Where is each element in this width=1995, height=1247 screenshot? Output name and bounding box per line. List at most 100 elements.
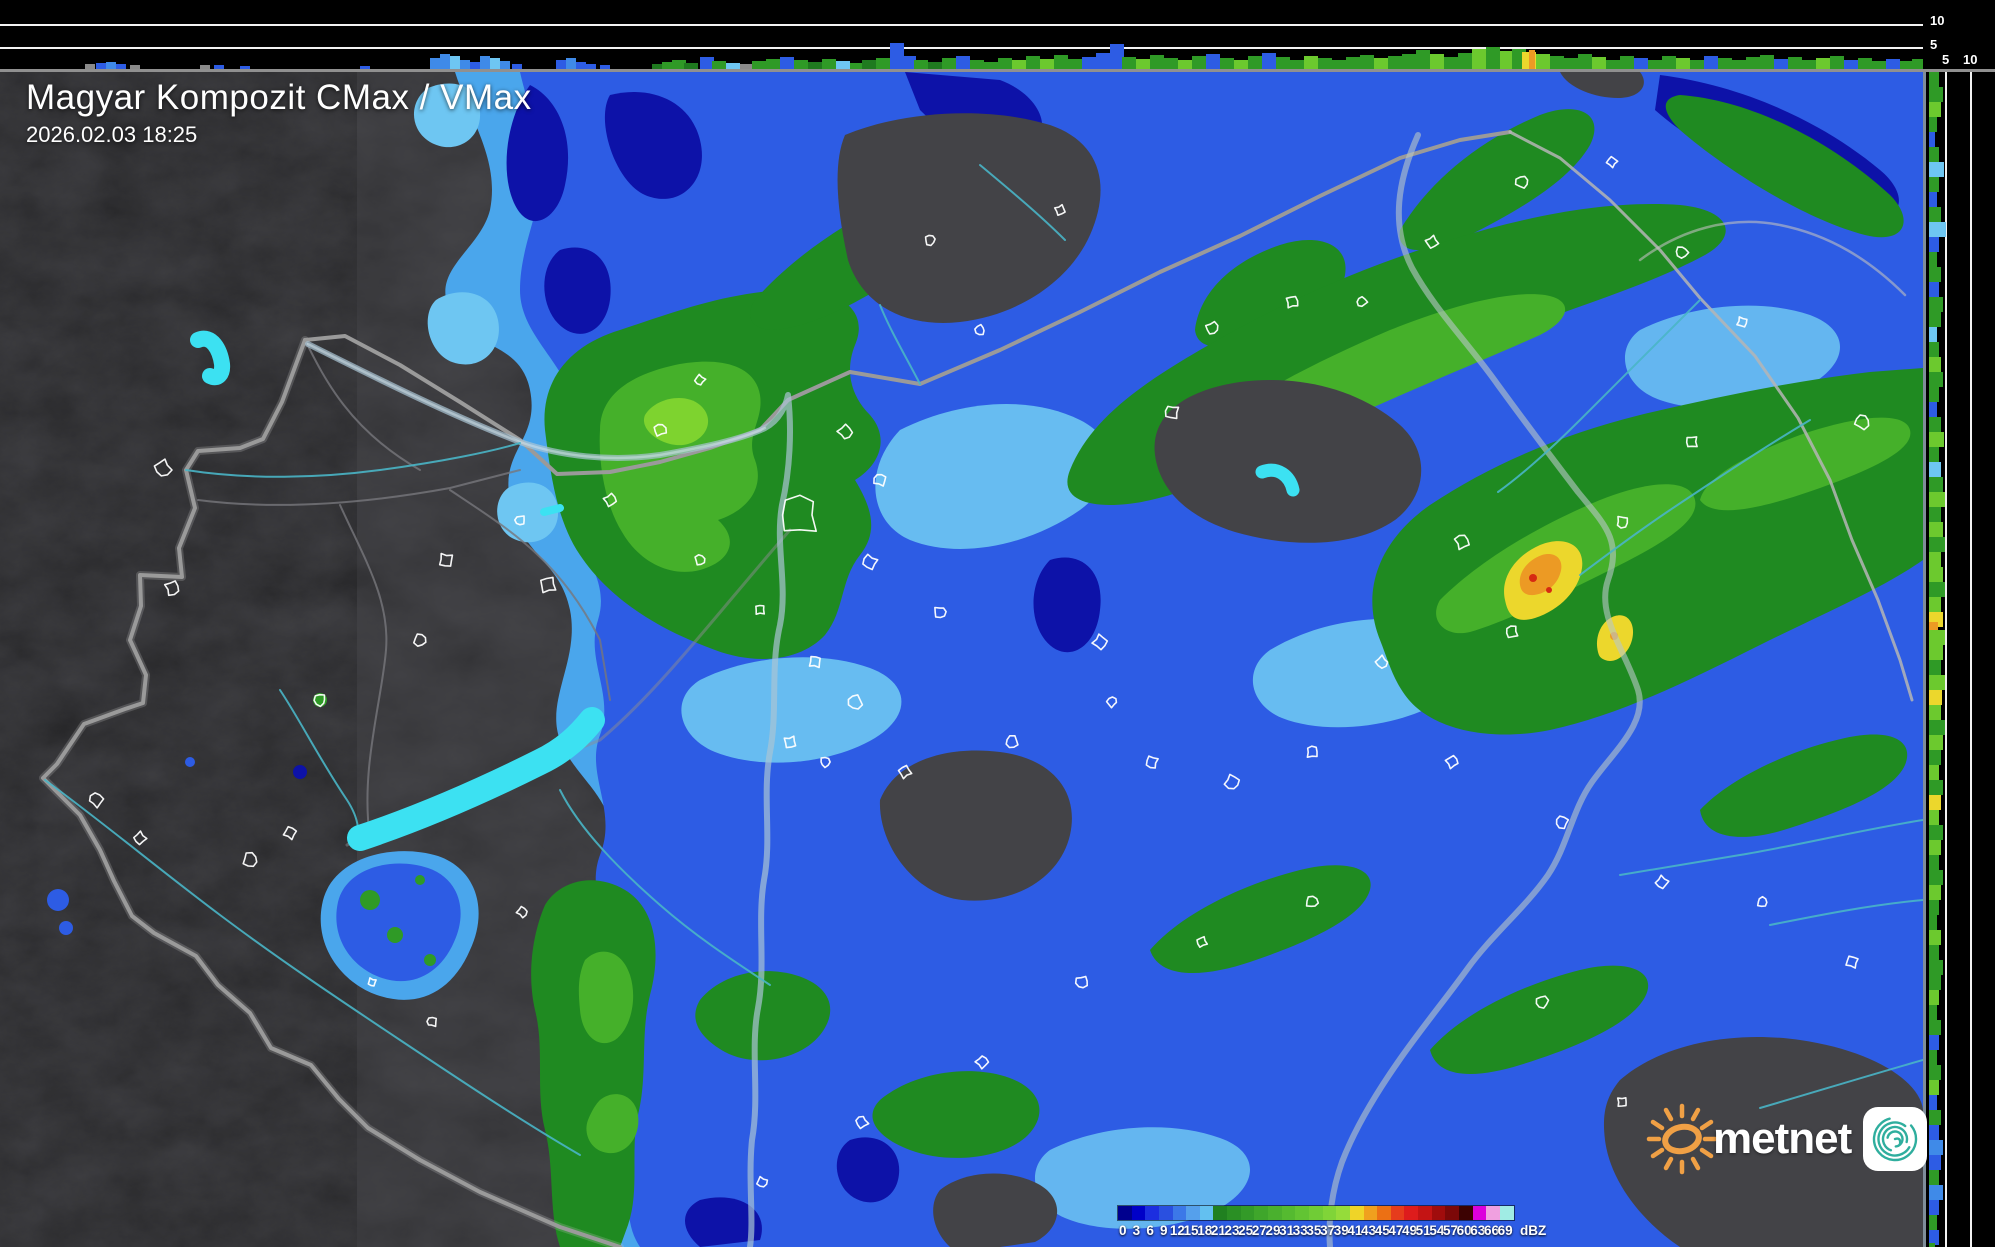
profile-bar bbox=[1732, 60, 1746, 69]
profile-bar bbox=[1929, 915, 1937, 930]
profile-bar bbox=[1458, 53, 1472, 69]
profile-bar bbox=[700, 57, 714, 69]
spiral-app-icon bbox=[1863, 1107, 1928, 1171]
profile-bar bbox=[1082, 57, 1096, 69]
profile-bar bbox=[1122, 57, 1136, 69]
profile-bar bbox=[85, 64, 95, 69]
city-outline bbox=[862, 553, 879, 571]
profile-bar bbox=[1929, 1080, 1939, 1095]
colorbar-segment bbox=[1322, 1206, 1337, 1220]
city-outline bbox=[1853, 414, 1870, 431]
colorbar-tick: 43 bbox=[1361, 1223, 1377, 1238]
city-outline bbox=[413, 633, 427, 647]
profile-bar bbox=[480, 56, 490, 69]
lake-tisza bbox=[1255, 463, 1300, 497]
gridline-5km bbox=[0, 47, 1923, 49]
profile-bar bbox=[1929, 945, 1939, 960]
profile-bar bbox=[1929, 1020, 1941, 1035]
colorbar-tick: 35 bbox=[1306, 1223, 1322, 1238]
colorbar-tick: 6 bbox=[1146, 1223, 1154, 1238]
profile-bar bbox=[1929, 795, 1941, 810]
profile-bar bbox=[1648, 60, 1662, 69]
profile-bar bbox=[586, 64, 596, 69]
colorbar-tick: 9 bbox=[1159, 1223, 1168, 1238]
profile-bar bbox=[1929, 282, 1939, 297]
profile-bar bbox=[566, 58, 576, 69]
colorbar-tick: 66 bbox=[1483, 1223, 1499, 1238]
colorbar-tick: 27 bbox=[1251, 1223, 1267, 1238]
lakes bbox=[190, 330, 1300, 851]
lake-balaton bbox=[347, 707, 605, 851]
colorbar-segment bbox=[1377, 1206, 1391, 1220]
right-profile-bars bbox=[1929, 72, 1946, 1247]
top-profile-bars bbox=[85, 43, 1926, 69]
profile-bar bbox=[1929, 1035, 1939, 1050]
colorbar-tick: 33 bbox=[1292, 1223, 1308, 1238]
colorbar-segment bbox=[1459, 1206, 1473, 1220]
colorbar-segment bbox=[1118, 1206, 1132, 1220]
profile-bar bbox=[1262, 53, 1276, 69]
profile-bar bbox=[1620, 56, 1634, 69]
profile-bar bbox=[1690, 60, 1704, 69]
profile-bar bbox=[1929, 630, 1945, 645]
profile-bar bbox=[1929, 492, 1945, 507]
profile-bar bbox=[1844, 60, 1858, 69]
colorbar-tick: 60 bbox=[1456, 1223, 1472, 1238]
profile-bar bbox=[1290, 60, 1304, 69]
colorbar-tick: 18 bbox=[1197, 1223, 1213, 1238]
profile-bar bbox=[1564, 58, 1578, 69]
profile-bar bbox=[1929, 705, 1941, 720]
profile-bar bbox=[1929, 1005, 1937, 1020]
profile-bar bbox=[1746, 57, 1760, 69]
profile-bar bbox=[1929, 402, 1937, 417]
profile-bar bbox=[1096, 53, 1110, 69]
colorbar-segment bbox=[1499, 1206, 1514, 1220]
city-outline bbox=[1654, 874, 1670, 890]
profile-bar bbox=[1929, 252, 1937, 267]
echo-light-patch bbox=[681, 657, 902, 763]
profile-bar bbox=[1929, 660, 1941, 675]
precipitation-field bbox=[47, 72, 1923, 1247]
profile-bar bbox=[1929, 1230, 1939, 1245]
profile-bar bbox=[1929, 690, 1942, 705]
profile-bar bbox=[1929, 342, 1939, 357]
profile-bar bbox=[836, 61, 850, 69]
city-outline bbox=[133, 830, 148, 846]
profile-bar bbox=[1332, 60, 1346, 69]
profile-bar bbox=[1929, 417, 1941, 432]
profile-bar bbox=[1276, 57, 1290, 69]
profile-bar bbox=[1929, 462, 1941, 477]
profile-bar bbox=[684, 63, 698, 69]
profile-bar bbox=[1929, 750, 1941, 765]
city-outline bbox=[781, 494, 817, 532]
profile-bar bbox=[600, 65, 610, 69]
profile-bar bbox=[1192, 56, 1206, 69]
profile-bar bbox=[1929, 267, 1941, 282]
profile-bar bbox=[740, 64, 754, 69]
colorbar-tick: 25 bbox=[1238, 1223, 1254, 1238]
profile-bar bbox=[1248, 56, 1262, 69]
profile-bar bbox=[1929, 537, 1945, 552]
echo-light-patch bbox=[1034, 1127, 1250, 1229]
gridline-10km bbox=[0, 24, 1923, 26]
city-outline bbox=[88, 792, 105, 809]
city-outline bbox=[1535, 995, 1550, 1009]
profile-bar bbox=[1536, 54, 1550, 69]
page-title: Magyar Kompozit CMax / VMax bbox=[26, 78, 532, 117]
city-outline bbox=[924, 234, 936, 247]
profile-bar bbox=[672, 60, 686, 69]
profile-bar bbox=[1929, 622, 1938, 630]
profile-bar bbox=[1164, 58, 1178, 69]
profile-bar bbox=[1606, 60, 1620, 69]
colorbar-tick: 39 bbox=[1333, 1223, 1349, 1238]
profile-bar bbox=[1220, 58, 1234, 69]
colorbar-segment bbox=[1254, 1206, 1269, 1220]
city-outline bbox=[540, 576, 557, 594]
profile-bar bbox=[662, 62, 676, 69]
colorbar-tick: 3 bbox=[1132, 1223, 1141, 1238]
city-outline bbox=[514, 515, 525, 526]
panel-separator-v bbox=[1923, 70, 1926, 1247]
profile-bar bbox=[1929, 975, 1941, 990]
colorbar-tick: 0 bbox=[1119, 1223, 1127, 1238]
